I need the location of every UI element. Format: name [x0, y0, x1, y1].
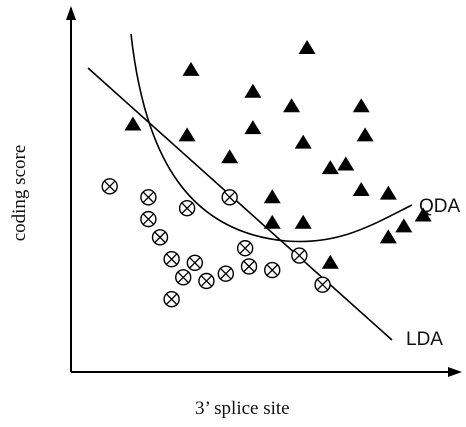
triangle-point [414, 207, 432, 222]
triangle-point [263, 214, 281, 229]
lda-line [87, 67, 393, 341]
circle-x-point [198, 272, 215, 290]
triangle-point [298, 40, 316, 55]
circle-x-point [236, 240, 254, 257]
triangle-point [352, 182, 370, 196]
triangle-point [244, 83, 262, 98]
circle-x-point [314, 276, 331, 293]
circle-x-point [217, 265, 235, 282]
circle-x-point [101, 178, 118, 195]
circle-x-point [264, 261, 281, 279]
triangle-point [321, 254, 339, 269]
y-axis-label: coding score [9, 144, 30, 242]
circle-x-point [221, 189, 238, 206]
qda-curve [130, 33, 413, 243]
circle-x-point [178, 199, 196, 217]
circle-x-point [140, 210, 157, 228]
lda-label: LDA [406, 329, 443, 350]
circle-x-point [291, 247, 308, 264]
triangle-point [244, 120, 262, 135]
data-points [101, 40, 432, 308]
triangle-point [294, 134, 312, 149]
triangle-point [337, 156, 355, 171]
circle-x-point [140, 189, 157, 206]
circle-x-point [151, 229, 169, 246]
circle-x-point [175, 269, 192, 286]
x-axis-label: 3’ splice site [195, 398, 290, 419]
triangle-point [283, 98, 301, 113]
triangle-point [178, 127, 196, 142]
qda-label: QDA [419, 196, 461, 217]
triangle-point [352, 98, 370, 113]
circle-x-point [163, 250, 180, 268]
circle-x-point [240, 258, 258, 275]
triangle-point [263, 189, 281, 204]
circle-x-point [186, 254, 204, 271]
triangle-point [221, 149, 239, 164]
y-axis-arrowhead [66, 6, 76, 20]
circle-x-point [163, 291, 180, 308]
triangle-point [379, 185, 397, 200]
triangle-point [395, 218, 413, 233]
triangle-point [379, 229, 397, 244]
triangle-point [356, 127, 374, 142]
triangle-point [182, 61, 200, 76]
triangle-point [321, 160, 339, 175]
x-axis-arrowhead [448, 367, 462, 377]
triangle-point [294, 214, 312, 229]
triangle-point [124, 116, 142, 131]
